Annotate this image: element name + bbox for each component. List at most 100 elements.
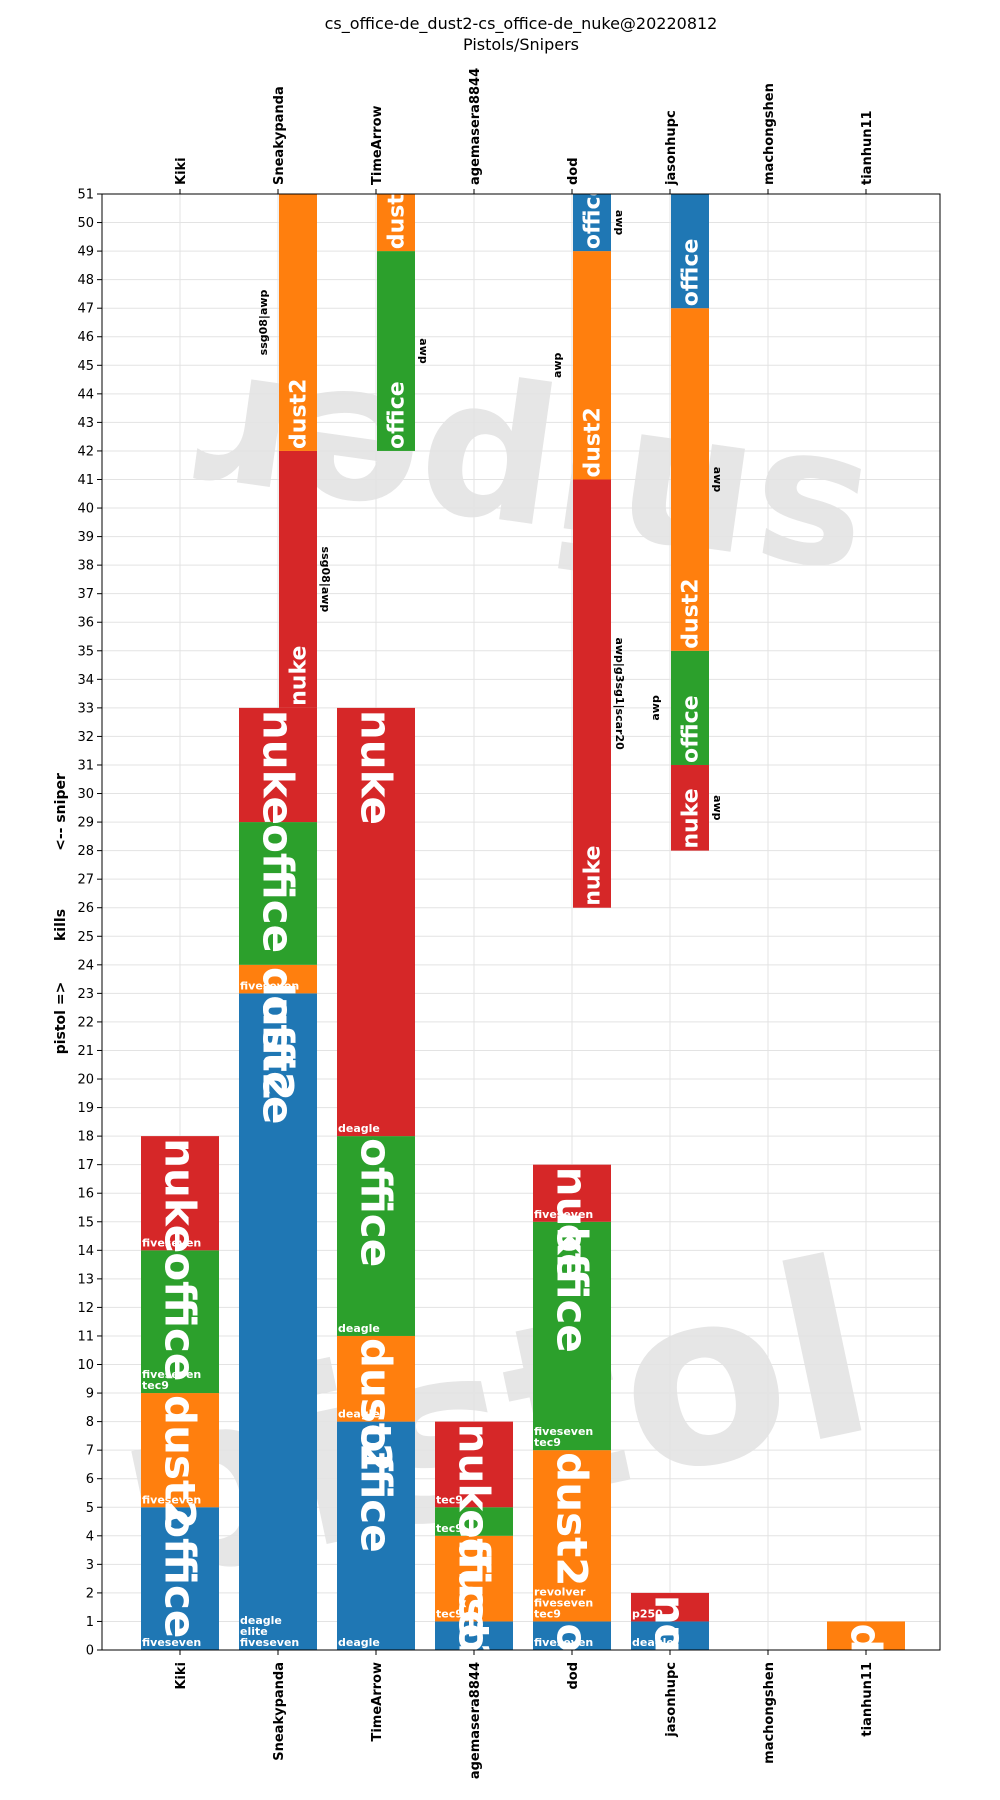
sniper-bar-segment: [671, 764, 709, 851]
ytick-label: 9: [86, 1387, 94, 1402]
ytick-label: 38: [77, 559, 94, 574]
sniper-bar-segment: [377, 194, 415, 252]
pistol-weapon-label: fiveseven: [534, 1208, 593, 1221]
pistol-weapon-label: tec9: [436, 1607, 463, 1620]
segment-map-label: dust2: [155, 1395, 204, 1529]
pistol-weapon-label: deagle: [338, 1322, 380, 1335]
ytick-label: 8: [86, 1415, 94, 1430]
sniper-bar-segment: [671, 194, 709, 309]
ytick-label: 30: [77, 787, 94, 802]
segment-map-label: nuke: [287, 646, 312, 706]
ytick-label: 5: [86, 1501, 94, 1516]
pistol-weapon-label: tec9: [534, 1607, 561, 1620]
ytick-label: 1: [86, 1615, 94, 1630]
sniper-weapon-label: awp: [417, 338, 430, 364]
pistol-bar-segment: [141, 1393, 219, 1508]
plot-frame: [101, 193, 941, 1651]
pistol-bar-segment: [337, 1421, 415, 1650]
pistol-bar-segment: [337, 1136, 415, 1336]
segment-map-label: dust2: [841, 1623, 890, 1757]
sniper-weapon-label: awp: [649, 695, 662, 721]
chart-title: cs_office-de_dust2-cs_office-de_nuke@202…: [325, 14, 718, 34]
ytick-label: 4: [86, 1529, 94, 1544]
ylabel-pistol: pistol =>: [53, 982, 69, 1055]
pistol-weapon-label: tec9: [436, 1522, 463, 1535]
pistol-weapon-label: p250: [632, 1607, 663, 1620]
xtick-label-top: machongshen: [762, 83, 777, 185]
sniper-bar-segment: [671, 650, 709, 765]
ytick-label: 0: [86, 1644, 94, 1659]
pistol-bar-segment: [435, 1535, 513, 1622]
ylabel-sniper: <-- sniper: [53, 773, 69, 851]
pistol-weapon-label: tec9: [534, 1436, 561, 1449]
ytick-label: 19: [77, 1101, 94, 1116]
segment-map-label: dust2: [351, 1338, 400, 1472]
xtick-label-top: jasonhupc: [664, 110, 679, 186]
xtick-label-bottom: machongshen: [762, 1662, 777, 1764]
sniper-bar-segment: [573, 479, 611, 908]
pistol-bar-segment: [533, 1621, 611, 1650]
ytick-label: 21: [77, 1044, 94, 1059]
segment-map-label: office: [581, 181, 606, 249]
axis-layer: 0123456789101112131415161718192021222324…: [77, 68, 941, 1779]
ytick-label: 29: [77, 816, 94, 831]
ytick-label: 39: [77, 530, 94, 545]
pistol-bar-segment: [435, 1507, 513, 1536]
segment-map-label: dust2: [679, 578, 704, 648]
xtick-label-top: Kiki: [174, 157, 189, 185]
pistol-bar-segment: [631, 1592, 709, 1622]
ytick-label: 37: [77, 587, 94, 602]
segment-map-label: office: [253, 824, 302, 953]
pistol-weapon-label: fiveseven: [142, 1636, 201, 1649]
ytick-label: 20: [77, 1073, 94, 1088]
pistol-weapon-label: deagle: [632, 1636, 674, 1649]
pistol-weapon-label: deagle: [338, 1122, 380, 1135]
sniper-bar-segment: [573, 251, 611, 480]
segment-map-label: office: [385, 381, 410, 449]
pistol-bar-segment: [239, 993, 317, 1650]
pistol-bar-segment: [435, 1621, 513, 1650]
segment-map-label: nuke: [449, 1424, 498, 1539]
sniper-bar-segment: [573, 194, 611, 252]
ytick-label: 25: [77, 930, 94, 945]
ytick-label: 27: [77, 873, 94, 888]
segment-map-label: nuke: [679, 788, 704, 848]
segment-map-label: dust2: [547, 1452, 596, 1586]
ytick-label: 17: [77, 1158, 94, 1173]
ytick-label: 16: [77, 1187, 94, 1202]
pistol-bar-segment: [533, 1221, 611, 1451]
pistol-weapon-label: fiveseven: [142, 1368, 201, 1381]
ytick-label: 43: [77, 416, 94, 431]
ytick-label: 45: [77, 359, 94, 374]
segment-map-label: office: [449, 1623, 498, 1752]
pistol-bar-segment: [141, 1136, 219, 1251]
pistol-weapon-label: deagle: [338, 1636, 380, 1649]
pistol-weapon-label: fiveseven: [534, 1596, 593, 1609]
ytick-label: 36: [77, 616, 94, 631]
xtick-label-bottom: Sneakypanda: [272, 1662, 287, 1761]
ytick-label: 31: [77, 758, 94, 773]
pistol-bar-segment: [337, 707, 415, 1137]
segment-map-label: dust2: [253, 967, 302, 1101]
ytick-label: 11: [77, 1329, 94, 1344]
ytick-label: 47: [77, 302, 94, 317]
segment-map-label: nuke: [547, 1167, 596, 1282]
pistol-weapon-label: tec9: [142, 1379, 169, 1392]
sniper-weapon-label: awp: [711, 795, 724, 821]
ytick-label: 14: [77, 1244, 94, 1259]
pistol-weapon-label: deagle: [240, 1614, 282, 1627]
pistol-weapon-label: fiveseven: [240, 979, 299, 992]
pistol-bar-segment: [533, 1164, 611, 1222]
ytick-label: 49: [77, 245, 94, 260]
xtick-label-top: TimeArrow: [370, 105, 385, 185]
pistol-bar-segment: [337, 1335, 415, 1422]
pistol-bar-segment: [239, 822, 317, 965]
xtick-label-top: agemasera8844: [468, 68, 483, 185]
pistol-bar-segment: [141, 1507, 219, 1650]
pistol-weapon-label: fiveseven: [240, 1636, 299, 1649]
ytick-label: 33: [77, 701, 94, 716]
sniper-weapon-label: awp: [551, 352, 564, 378]
segment-map-label: nuke: [253, 710, 302, 825]
segment-map-label: office: [253, 995, 302, 1124]
